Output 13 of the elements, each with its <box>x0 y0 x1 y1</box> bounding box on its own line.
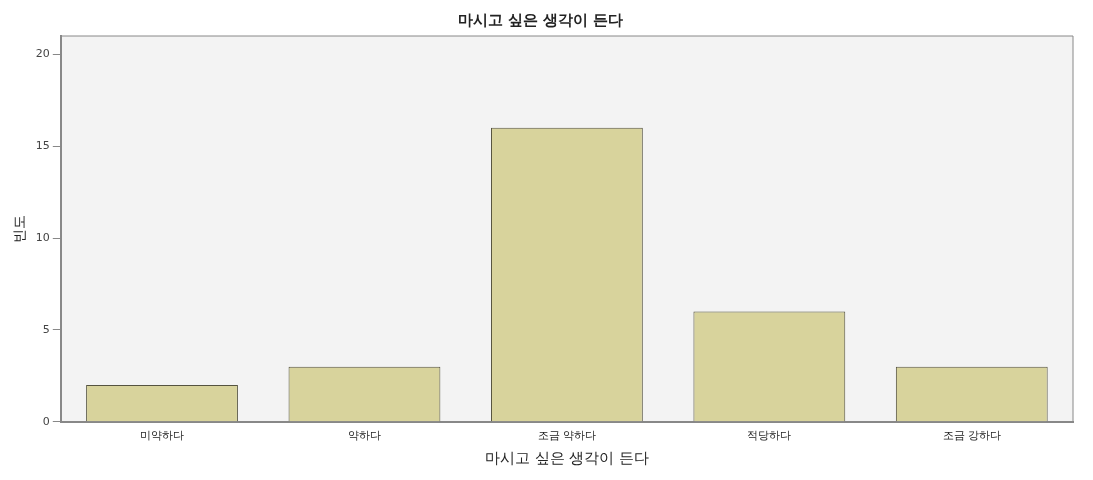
y-tick-label: 10 <box>35 230 50 244</box>
x-tick-label: 조금 강하다 <box>942 429 1002 443</box>
y-tick-label: 15 <box>35 139 50 153</box>
x-tick-label: 약하다 <box>347 429 381 443</box>
x-tick-label: 적당하다 <box>747 429 792 443</box>
x-tick-label: 조금 약하다 <box>537 429 597 443</box>
x-axis-title: 마시고 싶은 생각이 든다 <box>484 448 650 467</box>
y-tick-label: 20 <box>35 47 50 61</box>
chart-title: 마시고 싶은 생각이 든다 <box>457 10 624 29</box>
x-tick-label: 미약하다 <box>140 429 185 443</box>
y-tick-label: 0 <box>42 414 50 428</box>
y-axis-title: 빈도 <box>11 214 28 243</box>
y-tick-label: 5 <box>42 322 50 336</box>
